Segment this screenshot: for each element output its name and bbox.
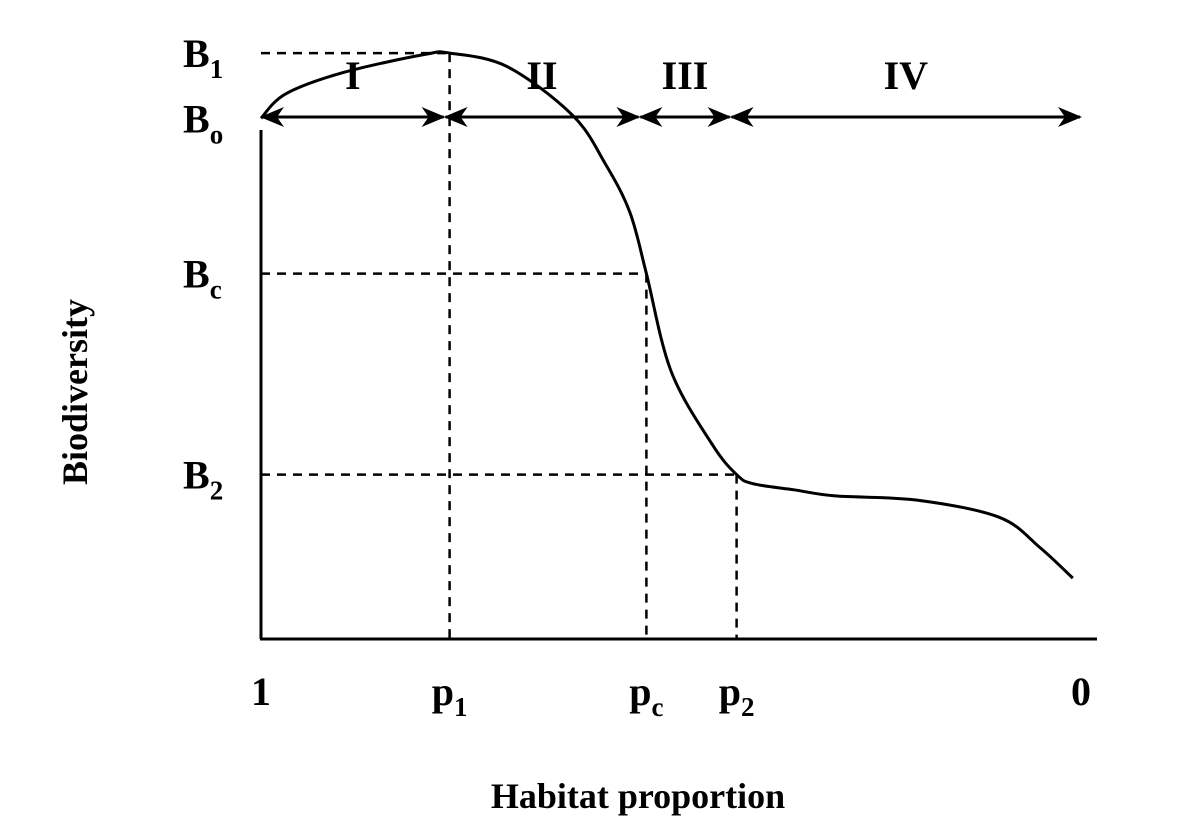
x-tick-label: p1 — [432, 669, 468, 722]
x-tick-label: 0 — [1071, 669, 1091, 714]
y-tick-label: B2 — [183, 453, 223, 506]
x-tick-labels: 1 p1 pc p2 0 — [251, 669, 1091, 722]
x-tick-label: pc — [629, 669, 663, 722]
axes — [259, 130, 1097, 641]
x-tick-label: p2 — [719, 669, 755, 722]
biodiversity-curve — [259, 50, 1074, 580]
x-tick-label: 1 — [251, 669, 271, 714]
region-label: III — [662, 53, 709, 98]
y-tick-labels: B1 Bo Bc B2 — [183, 31, 223, 505]
region-label: I — [345, 53, 361, 98]
y-axis-label: Biodiversity — [55, 299, 95, 485]
region-labels: I II III IV — [345, 53, 928, 98]
y-tick-label: Bc — [183, 252, 222, 305]
region-label: IV — [884, 53, 929, 98]
region-label: II — [526, 53, 557, 98]
y-tick-label: Bo — [183, 96, 223, 149]
guide-lines — [261, 51, 738, 639]
x-axis-label: Habitat proportion — [491, 776, 785, 816]
y-tick-label: B1 — [183, 31, 223, 84]
